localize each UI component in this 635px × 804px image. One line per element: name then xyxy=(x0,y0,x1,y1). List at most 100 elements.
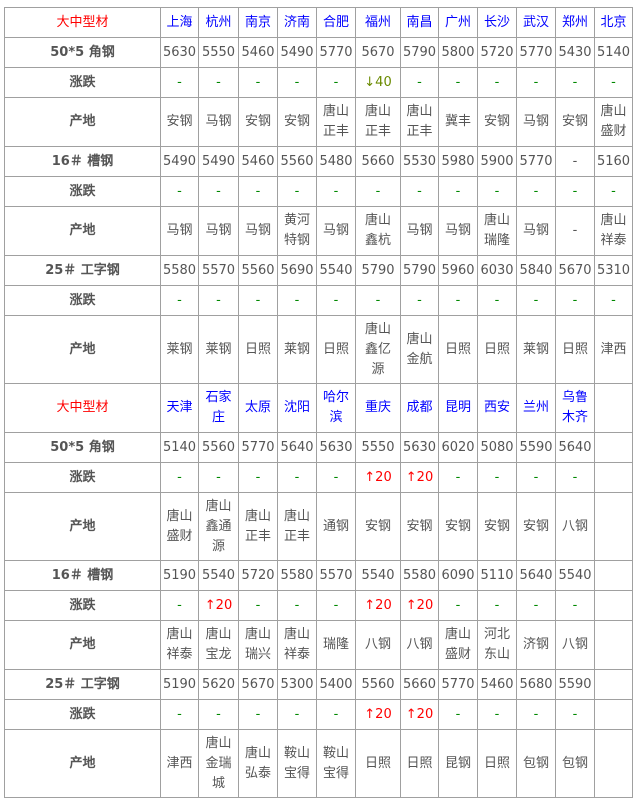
city-header: 南昌 xyxy=(400,7,439,38)
origin-row: 产地 马钢 马钢 马钢 黄河 特钢 马钢 唐山 鑫杭 马钢 马钢 唐山 瑞隆 马钢 - 唐山 祥泰 xyxy=(4,206,633,256)
price-cell: 6030 xyxy=(477,255,517,286)
price-cell: 5550 xyxy=(198,37,239,68)
change-cell: - xyxy=(594,67,633,98)
change-cell: - xyxy=(316,699,356,730)
origin-cell: 马钢 xyxy=(238,206,278,256)
price-cell: 5660 xyxy=(400,669,439,700)
price-cell: 5770 xyxy=(316,37,356,68)
origin-row: 产地 莱钢 莱钢 日照 莱钢 日照 唐山 鑫亿 源唐山 金航 日照 日照 莱钢 日照 津西 xyxy=(4,315,633,384)
change-cell: - xyxy=(477,285,517,316)
change-cell: - xyxy=(555,590,595,621)
price-cell: 5580 xyxy=(160,255,199,286)
origin-cell: 马钢 xyxy=(316,206,356,256)
steel-price-table: 大中型材 上海 杭州 南京 济南 合肥 福州 南昌 广州 长沙 武汉 郑州 北京 50*5 角钢 5630 5… xyxy=(4,7,633,798)
origin-cell: 唐山 正丰 xyxy=(400,97,439,147)
change-cell: - xyxy=(238,590,278,621)
category-header: 大中型材 xyxy=(4,7,161,38)
origin-cell: 八钢 xyxy=(355,620,401,670)
city-header: 成都 xyxy=(400,383,439,433)
change-cell: - xyxy=(238,699,278,730)
city-header: 昆明 xyxy=(438,383,478,433)
origin-cell: 日照 xyxy=(400,729,439,798)
price-row: 50*5 角钢 5140 5560 5770 5640 5630 5550 5630 6020 5… xyxy=(4,432,633,463)
origin-cell: 日照 xyxy=(555,315,595,384)
price-cell: 5790 xyxy=(355,255,401,286)
change-cell: ↑20 xyxy=(400,590,439,621)
change-cell: - xyxy=(277,285,317,316)
change-cell: - xyxy=(238,67,278,98)
change-cell: - xyxy=(477,176,517,207)
origin-cell: 安钢 xyxy=(238,97,278,147)
city-header: 福州 xyxy=(355,7,401,38)
origin-cell: 马钢 xyxy=(400,206,439,256)
change-cell: - xyxy=(198,176,239,207)
product-name: 16＃ 槽钢 xyxy=(4,560,161,591)
change-cell: - xyxy=(198,67,239,98)
price-cell: 5720 xyxy=(477,37,517,68)
origin-cell: - xyxy=(555,206,595,256)
price-cell: 5660 xyxy=(355,146,401,177)
origin-cell: 安钢 xyxy=(477,492,517,561)
city-header: 南京 xyxy=(238,7,278,38)
change-cell xyxy=(594,699,633,730)
price-cell: 6020 xyxy=(438,432,478,463)
city-header-row: 大中型材 天津 石家 庄太原 沈阳 哈尔 滨重庆 成都 昆明 西安 兰州 乌鲁 木齐 xyxy=(4,383,633,433)
price-row: 16＃ 槽钢 5490 5490 5460 5560 5480 5660 5530 5980 59… xyxy=(4,146,633,177)
city-header: 天津 xyxy=(160,383,199,433)
product-name: 50*5 角钢 xyxy=(4,37,161,68)
price-cell: 5400 xyxy=(316,669,356,700)
change-row: 涨跌 - - - - - ↓40- - - - - - xyxy=(4,67,633,98)
change-cell: - xyxy=(555,67,595,98)
price-cell: 5490 xyxy=(160,146,199,177)
origin-cell: 包钢 xyxy=(516,729,556,798)
city-header: 郑州 xyxy=(555,7,595,38)
price-cell: 5300 xyxy=(277,669,317,700)
change-cell: - xyxy=(198,285,239,316)
origin-cell: 日照 xyxy=(238,315,278,384)
price-cell: 5690 xyxy=(277,255,317,286)
change-cell: - xyxy=(516,699,556,730)
origin-cell: 八钢 xyxy=(555,620,595,670)
price-cell: 5560 xyxy=(277,146,317,177)
origin-cell: 莱钢 xyxy=(198,315,239,384)
price-row: 16＃ 槽钢 5190 5540 5720 5580 5570 5540 5580 6090 51… xyxy=(4,560,633,591)
change-cell: - xyxy=(438,285,478,316)
price-cell: 5530 xyxy=(400,146,439,177)
city-header: 沈阳 xyxy=(277,383,317,433)
price-cell: 5540 xyxy=(316,255,356,286)
origin-row: 产地 安钢 马钢 安钢 安钢 唐山 正丰 唐山 正丰 唐山 正丰 冀丰 安钢 马钢 安钢 唐山 盛财 xyxy=(4,97,633,147)
price-cell: 5310 xyxy=(594,255,633,286)
price-row: 25＃ 工字钢 5580 5570 5560 5690 5540 5790 5790 5960 6… xyxy=(4,255,633,286)
price-cell: 5590 xyxy=(555,669,595,700)
origin-cell: 唐山 金航 xyxy=(400,315,439,384)
origin-cell xyxy=(594,620,633,670)
change-row: 涨跌 - - - - - ↑20 ↑20- - - - xyxy=(4,699,633,730)
price-row: 50*5 角钢 5630 5550 5460 5490 5770 5670 5790 5800 5… xyxy=(4,37,633,68)
change-cell: - xyxy=(277,67,317,98)
price-cell: 5140 xyxy=(160,432,199,463)
price-cell: 5140 xyxy=(594,37,633,68)
origin-cell: 马钢 xyxy=(516,97,556,147)
price-cell: 5110 xyxy=(477,560,517,591)
city-header: 武汉 xyxy=(516,7,556,38)
change-cell: - xyxy=(438,462,478,493)
origin-cell: 唐山 祥泰 xyxy=(277,620,317,670)
price-cell: 5630 xyxy=(400,432,439,463)
price-cell: 5640 xyxy=(555,432,595,463)
price-cell: - xyxy=(555,146,595,177)
price-cell: 5580 xyxy=(400,560,439,591)
price-cell: 5460 xyxy=(238,37,278,68)
origin-cell: 唐山 祥泰 xyxy=(594,206,633,256)
price-cell: 5790 xyxy=(400,255,439,286)
price-cell: 5670 xyxy=(355,37,401,68)
origin-cell xyxy=(594,729,633,798)
city-header: 乌鲁 木齐 xyxy=(555,383,595,433)
change-cell: - xyxy=(400,176,439,207)
price-cell: 5620 xyxy=(198,669,239,700)
price-cell: 5560 xyxy=(198,432,239,463)
change-cell: - xyxy=(160,67,199,98)
price-cell xyxy=(594,432,633,463)
origin-cell: 河北 东山 xyxy=(477,620,517,670)
change-cell: - xyxy=(477,590,517,621)
price-cell: 5430 xyxy=(555,37,595,68)
